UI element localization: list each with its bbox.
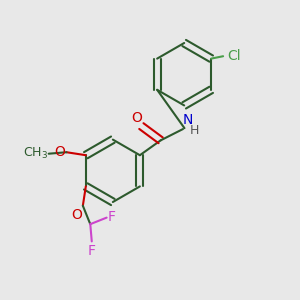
Text: N: N [183, 113, 193, 127]
Text: F: F [88, 244, 96, 258]
Text: Cl: Cl [227, 49, 241, 63]
Text: H: H [190, 124, 199, 137]
Text: F: F [108, 210, 116, 224]
Text: O: O [71, 208, 82, 221]
Text: O: O [54, 145, 65, 159]
Text: O: O [131, 111, 142, 124]
Text: CH$_3$: CH$_3$ [23, 146, 48, 161]
Text: methoxy: methoxy [48, 153, 54, 154]
